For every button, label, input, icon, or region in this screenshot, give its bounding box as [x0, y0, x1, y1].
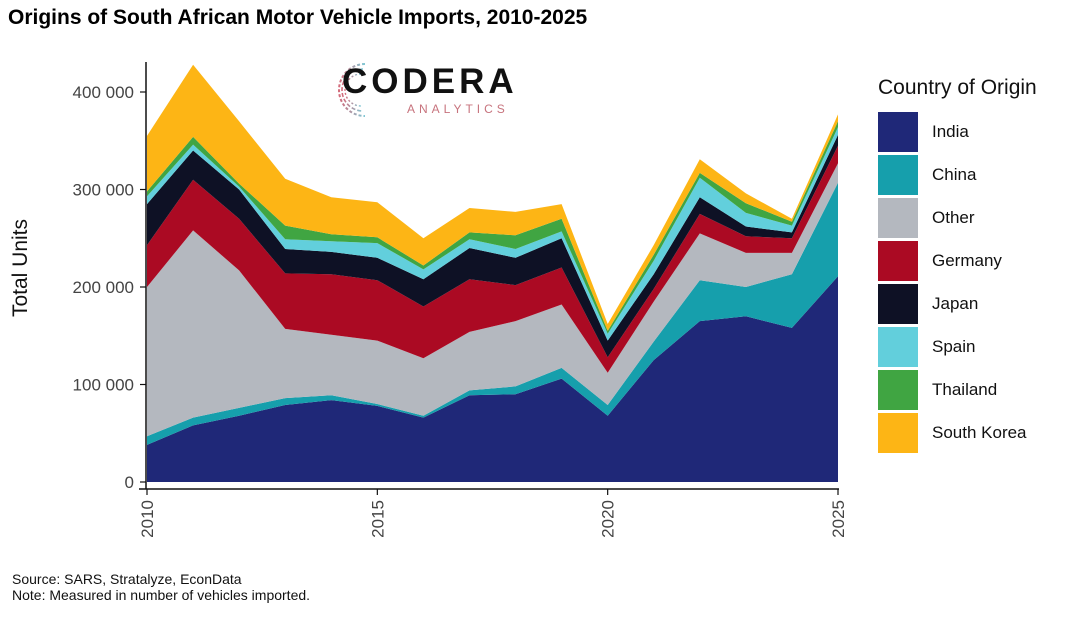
area-germany — [147, 145, 838, 373]
legend-item-south-korea: South Korea — [878, 411, 1037, 454]
x-tick-label: 2015 — [368, 500, 387, 538]
legend-swatch — [878, 283, 918, 324]
y-axis-label: Total Units — [9, 219, 32, 317]
legend-item-china: China — [878, 153, 1037, 196]
y-tick-label: 200 000 — [73, 278, 134, 297]
x-tick-label: 2020 — [599, 500, 618, 538]
area-thailand — [147, 121, 838, 334]
legend-label: China — [932, 164, 977, 184]
stacked-areas — [147, 64, 838, 482]
legend-label: Germany — [932, 250, 1002, 270]
area-india — [147, 276, 838, 482]
legend-label: India — [932, 121, 969, 141]
logo-sub-text: ANALYTICS — [407, 102, 509, 116]
legend-swatch — [878, 369, 918, 410]
axes: 0 100 000 200 000 300 000 400 000 2010 2015 202… — [73, 62, 848, 538]
area-china — [147, 182, 838, 445]
legend-label: Japan — [932, 293, 979, 313]
chart-area: 0 100 000 200 000 300 000 400 000 2010 2015 202… — [9, 62, 848, 538]
legend-item-germany: Germany — [878, 239, 1037, 282]
legend-label: Spain — [932, 336, 976, 356]
legend-item-japan: Japan — [878, 282, 1037, 325]
x-tick-label: 2025 — [829, 500, 848, 538]
legend-swatch — [878, 197, 918, 238]
legend-item-thailand: Thailand — [878, 368, 1037, 411]
y-tick-label: 100 000 — [73, 376, 134, 395]
legend: Country of Origin India China Other Germany… — [878, 76, 1037, 454]
legend-item-spain: Spain — [878, 325, 1037, 368]
legend-swatch — [878, 326, 918, 367]
x-tick-label: 2010 — [138, 500, 157, 538]
logo-circuit-icon — [338, 63, 366, 117]
legend-item-india: India — [878, 110, 1037, 153]
source-note: Source: SARS, Stratalyze, EconData — [12, 571, 242, 587]
y-tick-label: 0 — [125, 473, 134, 492]
chart-title: Origins of South African Motor Vehicle I… — [8, 6, 588, 29]
area-south-korea — [147, 64, 838, 331]
legend-swatch — [878, 154, 918, 195]
legend-swatch — [878, 412, 918, 453]
legend-title: Country of Origin — [878, 76, 1037, 99]
area-other — [147, 163, 838, 437]
legend-items: India China Other Germany Japan Spain Thailand… — [878, 110, 1037, 454]
codera-logo: CODERA ANALYTICS — [325, 56, 525, 122]
footer: Source: SARS, Stratalyze, EconData Note:… — [12, 571, 310, 603]
legend-label: South Korea — [932, 422, 1027, 442]
legend-swatch — [878, 111, 918, 152]
legend-label: Other — [932, 207, 975, 227]
legend-swatch — [878, 240, 918, 281]
measurement-note: Note: Measured in number of vehicles imp… — [12, 587, 311, 603]
legend-label: Thailand — [932, 379, 998, 399]
logo-main-text: CODERA — [342, 62, 518, 101]
legend-item-other: Other — [878, 196, 1037, 239]
y-tick-label: 300 000 — [73, 181, 134, 200]
y-tick-label: 400 000 — [73, 83, 134, 102]
